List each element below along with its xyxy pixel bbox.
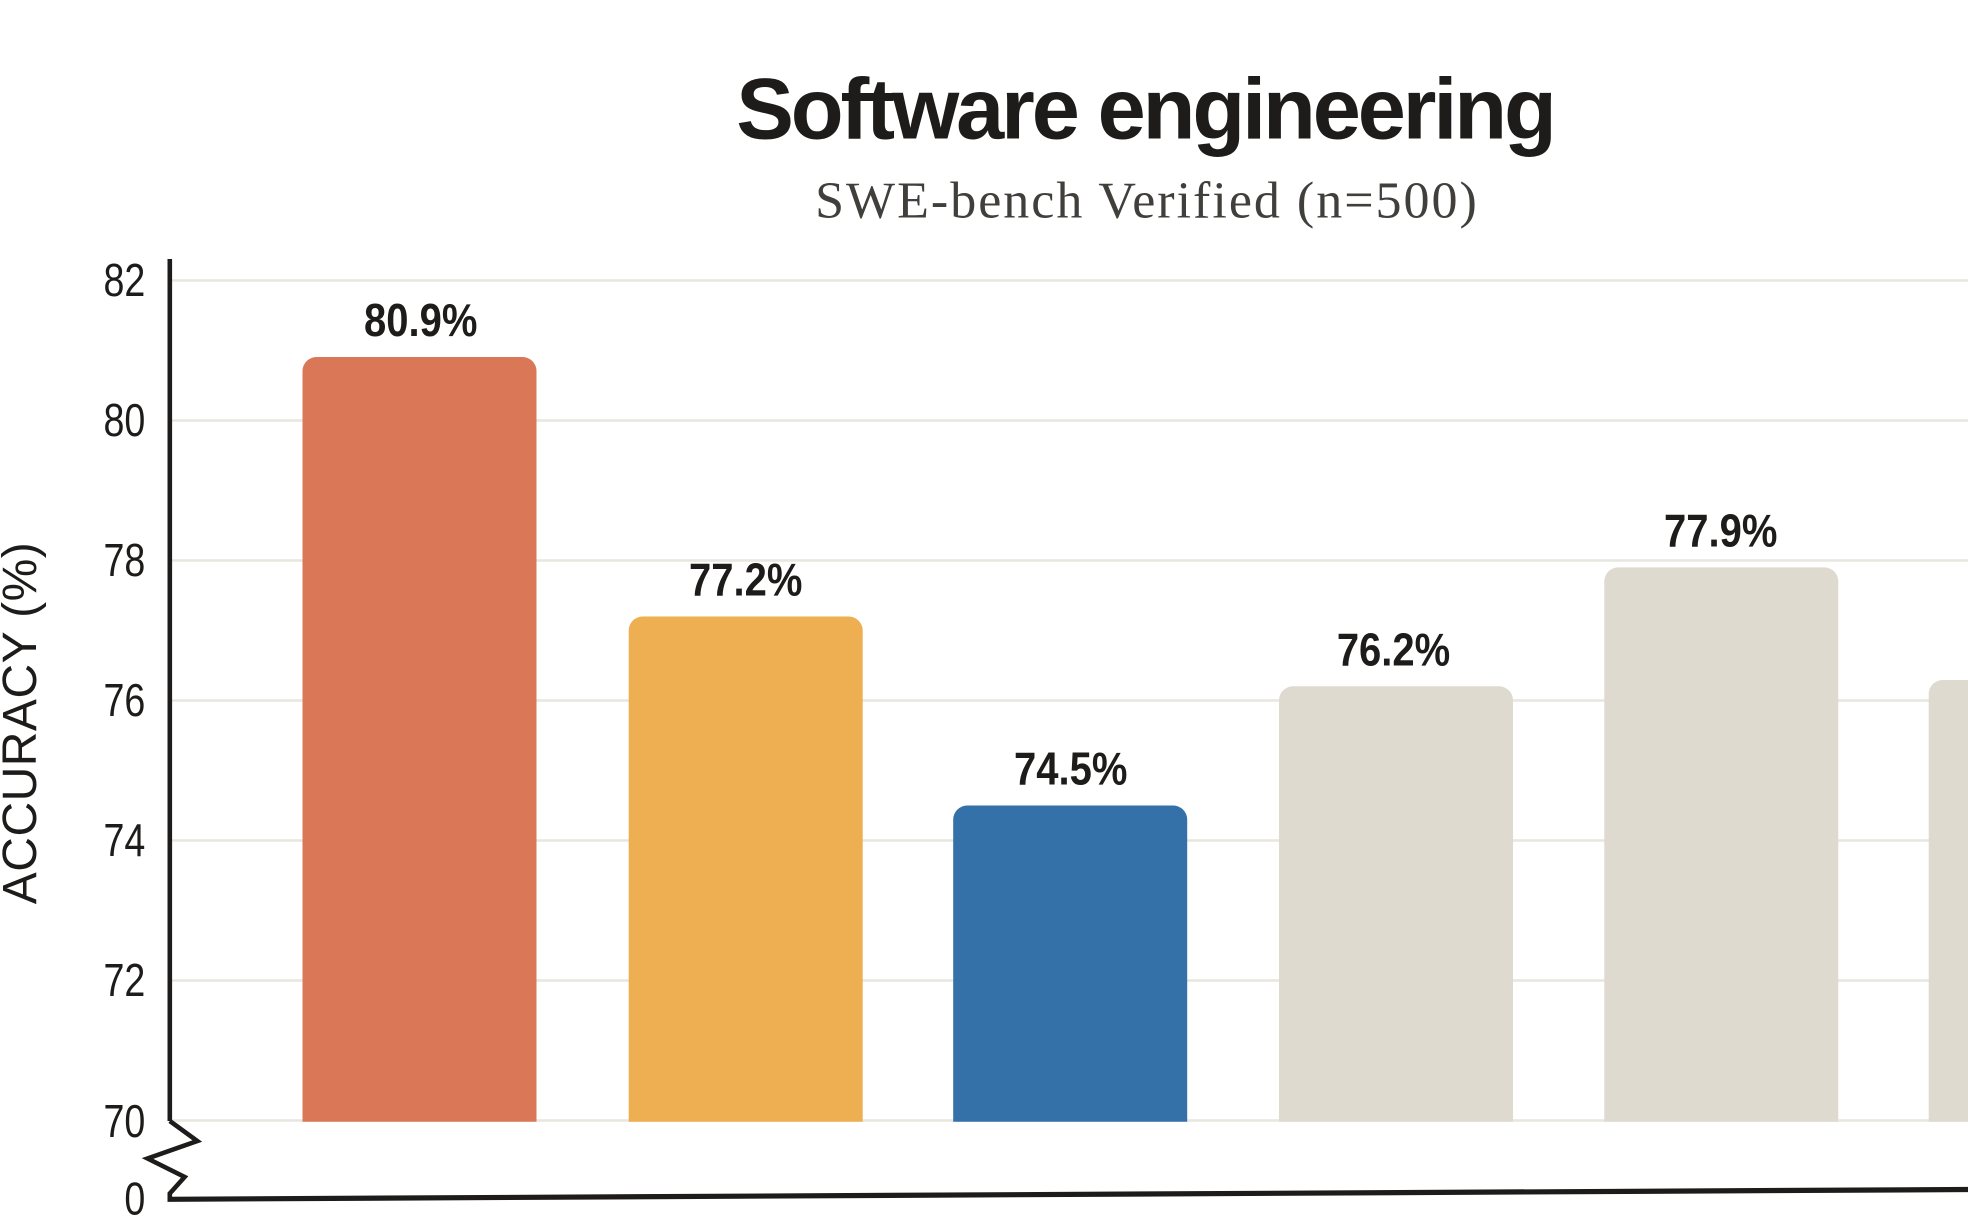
- svg-text:80: 80: [103, 394, 145, 446]
- svg-text:72: 72: [103, 954, 145, 1006]
- svg-text:SWE-bench Verified (n=500): SWE-bench Verified (n=500): [815, 172, 1479, 229]
- svg-text:77.2%: 77.2%: [689, 555, 802, 606]
- svg-text:Software engineering: Software engineering: [736, 62, 1554, 158]
- svg-text:74.5%: 74.5%: [1014, 744, 1127, 795]
- svg-text:82: 82: [103, 254, 145, 306]
- svg-text:0: 0: [124, 1173, 145, 1225]
- svg-text:80.9%: 80.9%: [364, 295, 477, 346]
- svg-text:76.2%: 76.2%: [1337, 625, 1450, 676]
- svg-text:70: 70: [103, 1095, 145, 1147]
- svg-text:77.9%: 77.9%: [1664, 506, 1777, 557]
- svg-text:78: 78: [103, 534, 145, 586]
- svg-text:76: 76: [103, 674, 145, 726]
- svg-text:ACCURACY (%): ACCURACY (%): [0, 542, 47, 904]
- svg-text:74: 74: [103, 814, 145, 866]
